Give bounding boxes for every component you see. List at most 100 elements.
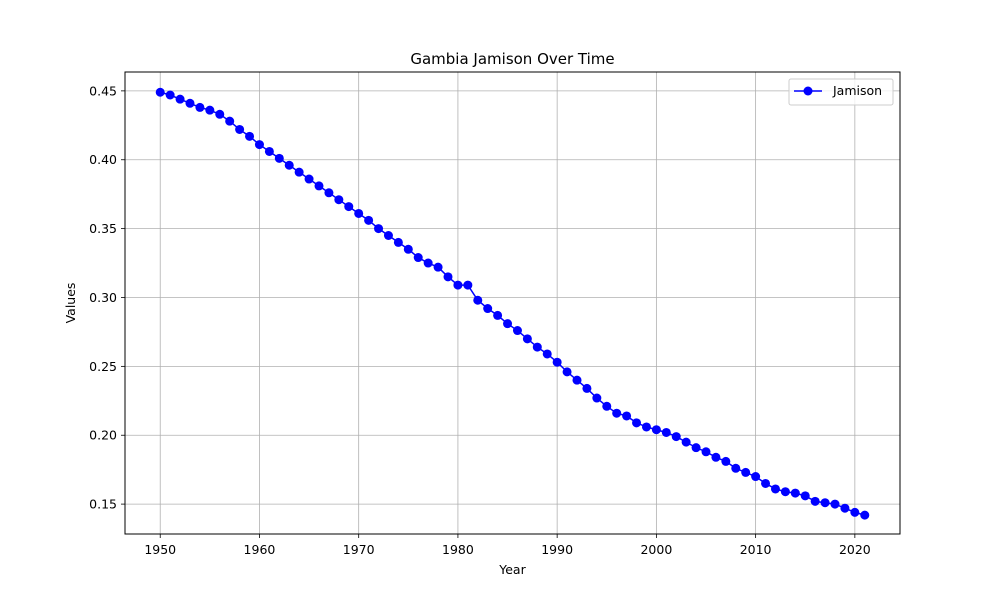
data-point (622, 411, 632, 421)
data-point (453, 280, 463, 290)
data-point (493, 310, 503, 320)
series-layer (155, 87, 870, 520)
data-point (602, 401, 612, 411)
data-point (790, 488, 800, 498)
data-point (503, 319, 513, 329)
x-tick-label: 2000 (640, 542, 672, 557)
data-point (552, 357, 562, 367)
y-axis-ticks: 0.15 0.20 0.25 0.30 0.35 0.40 0.45 (89, 83, 125, 512)
data-point (294, 167, 304, 177)
data-point (195, 102, 205, 112)
legend-label-jamison: Jamison (832, 83, 882, 98)
x-axis-label: Year (498, 562, 526, 577)
grid (125, 72, 900, 534)
data-point (314, 181, 324, 191)
data-point (612, 408, 622, 418)
plot-frame (124, 71, 901, 535)
data-point (572, 375, 582, 385)
y-tick-label: 0.30 (89, 290, 117, 305)
chart-title: Gambia Jamison Over Time (410, 50, 614, 68)
data-point (235, 124, 245, 134)
data-point (850, 507, 860, 517)
data-point (830, 499, 840, 509)
data-point (473, 295, 483, 305)
data-point (711, 452, 721, 462)
data-point (701, 447, 711, 457)
x-tick-label: 1970 (343, 542, 375, 557)
y-tick-label: 0.15 (89, 497, 117, 512)
data-point (383, 231, 393, 241)
data-point (354, 208, 364, 218)
data-point (205, 105, 215, 115)
legend: Jamison (788, 78, 894, 106)
data-point (691, 443, 701, 453)
data-point (423, 258, 433, 268)
data-point (641, 422, 651, 432)
data-point (344, 202, 354, 212)
data-point (393, 237, 403, 247)
data-point (304, 174, 314, 184)
data-point (731, 463, 741, 473)
x-tick-label: 1950 (144, 542, 176, 557)
x-tick-label: 1960 (244, 542, 276, 557)
data-point (175, 94, 185, 104)
data-point (334, 195, 344, 205)
data-point (681, 437, 691, 447)
data-point (751, 472, 761, 482)
data-point (324, 188, 334, 198)
data-point (403, 244, 413, 254)
x-axis-ticks: 1950 1960 1970 1980 1990 2000 2010 2020 (144, 534, 871, 557)
data-point (741, 467, 751, 477)
data-point (761, 478, 771, 488)
data-point (532, 342, 542, 352)
x-tick-label: 2010 (740, 542, 772, 557)
series-line-jamison (160, 91, 865, 516)
data-point (592, 393, 602, 403)
data-point (542, 349, 552, 359)
data-point (463, 280, 473, 290)
y-tick-label: 0.20 (89, 428, 117, 443)
data-point (512, 326, 522, 336)
data-point (433, 262, 443, 272)
data-point (374, 224, 384, 234)
data-point (840, 503, 850, 513)
data-point (860, 510, 870, 520)
data-point (254, 140, 264, 150)
data-point (562, 367, 572, 377)
data-point (780, 487, 790, 497)
data-point (651, 425, 661, 435)
data-point (582, 383, 592, 393)
y-tick-label: 0.35 (89, 221, 117, 236)
data-point (155, 87, 165, 97)
data-point (632, 418, 642, 428)
data-point (800, 491, 810, 501)
data-point (483, 304, 493, 314)
y-axis-label: Values (63, 283, 78, 324)
x-tick-label: 1980 (442, 542, 474, 557)
x-tick-label: 1990 (541, 542, 573, 557)
y-tick-label: 0.25 (89, 359, 117, 374)
legend-marker-swatch (803, 86, 813, 96)
data-point (245, 131, 255, 141)
y-tick-label: 0.40 (89, 152, 117, 167)
data-point (165, 90, 175, 100)
data-point (810, 496, 820, 506)
data-point (661, 427, 671, 437)
legend-box (788, 78, 894, 106)
data-point (284, 160, 294, 170)
y-tick-label: 0.45 (89, 83, 117, 98)
data-point (225, 116, 235, 126)
data-point (215, 109, 225, 119)
data-point (413, 253, 423, 263)
data-point (185, 98, 195, 108)
data-point (364, 215, 374, 225)
data-point (522, 334, 532, 344)
data-point (443, 272, 453, 282)
x-tick-label: 2020 (839, 542, 871, 557)
data-point (770, 484, 780, 494)
data-point (721, 456, 731, 466)
data-point (820, 498, 830, 508)
data-point (671, 432, 681, 442)
data-point (264, 146, 274, 156)
